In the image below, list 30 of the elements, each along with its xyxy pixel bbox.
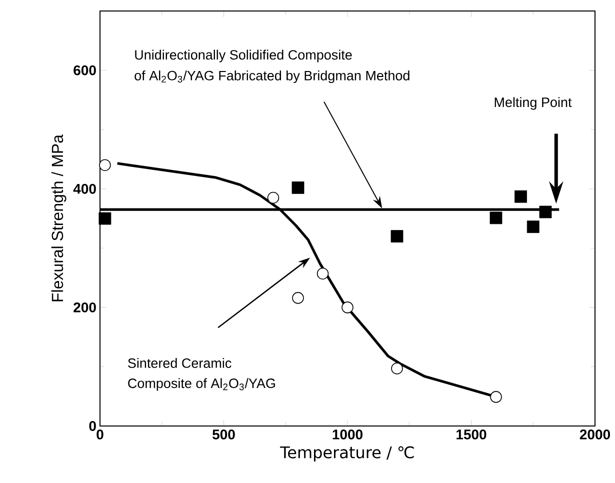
point	[390, 230, 404, 242]
point	[490, 212, 502, 224]
point	[99, 159, 111, 172]
point	[514, 190, 527, 203]
y-tick-label: 400	[73, 184, 96, 194]
point	[292, 292, 304, 304]
point	[98, 212, 112, 225]
annotation: of Al$_{2}$O$_{3}$/YAG Fabricated by Bridgman Method	[134, 70, 410, 84]
x-tick-label: 2000	[580, 430, 610, 440]
x-axis-title: Temperature / ℃	[280, 446, 414, 462]
point	[267, 192, 280, 204]
x-tick-label: 1500	[456, 430, 486, 440]
annotation: Composite of Al$_{2}$O$_{3}$/YAG	[128, 378, 275, 391]
point	[292, 181, 304, 194]
point	[526, 220, 540, 233]
point	[490, 391, 502, 403]
x-tick-label: 0	[96, 430, 104, 440]
y-tick-label: 0	[89, 421, 96, 431]
y-axis-title: Flexural Strength / MPa	[51, 134, 66, 302]
annotation: Unidirectionally Solidified Composite	[135, 50, 352, 62]
x-tick-label: 500	[212, 430, 235, 440]
y-tick-label: 600	[74, 65, 96, 76]
annotation: Sintered Ceramic	[128, 358, 232, 368]
x-tick-label: 1000	[332, 430, 362, 440]
annotation: Melting Point	[494, 97, 572, 110]
point	[342, 302, 354, 314]
point	[316, 268, 329, 280]
point	[391, 362, 403, 374]
point	[539, 206, 552, 218]
y-tick-label: 200	[74, 302, 96, 312]
